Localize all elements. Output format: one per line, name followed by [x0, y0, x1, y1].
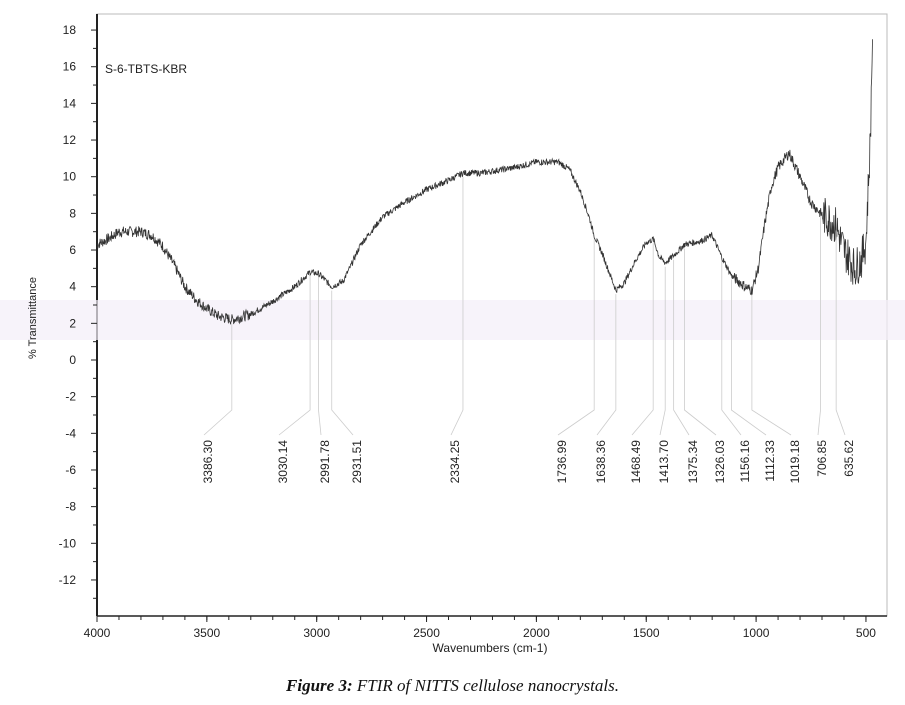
y-tick-label: 16	[63, 60, 77, 74]
peak-label: 706.85	[815, 440, 829, 477]
peak-label: 2931.51	[350, 440, 364, 484]
caption-text: FTIR of NITTS cellulose nanocrystals.	[352, 676, 619, 695]
peak-leader-line	[835, 230, 846, 436]
y-tick-label: 14	[63, 96, 77, 110]
peak-label: 1156.16	[738, 440, 752, 483]
peak-leader-line	[557, 239, 595, 436]
peak-label: 1326.03	[713, 440, 727, 484]
peak-leader-line	[751, 294, 792, 436]
peak-leader-line	[721, 261, 742, 436]
sample-label: S-6-TBTS-KBR	[105, 62, 187, 76]
x-tick-label: 3000	[303, 626, 330, 640]
peak-label: 1112.33	[763, 440, 777, 482]
peak-leader-line	[203, 323, 233, 436]
x-tick-label: 1500	[633, 626, 660, 640]
caption-label: Figure 3:	[286, 676, 353, 695]
figure-caption: Figure 3: FTIR of NITTS cellulose nanocr…	[0, 676, 905, 696]
peak-leader-line	[596, 294, 617, 436]
spectrum-line	[96, 39, 873, 325]
ftir-chart: 18 16 14 12 10 8 6 4 2 0 -2 -4 -6 -8 -10 -12 4000 3500 300…	[0, 13, 905, 655]
peak-leader-line	[631, 243, 654, 436]
peak-label: 1413.70	[657, 440, 671, 484]
peak-label: 2991.78	[318, 440, 332, 484]
peak-leader-line	[331, 290, 354, 436]
y-tick-label: 0	[69, 353, 76, 367]
y-tick-label: -4	[65, 426, 76, 440]
peak-leader-line	[673, 259, 690, 436]
peak-label: 3386.30	[201, 440, 215, 484]
scan-band	[0, 300, 905, 340]
y-tick-label: -12	[59, 573, 77, 587]
peak-label: 1638.36	[594, 440, 608, 484]
peak-label: 635.62	[842, 440, 856, 477]
y-tick-label: 8	[69, 206, 76, 220]
x-axis-label: Wavenumbers (cm-1)	[433, 641, 548, 655]
peak-label: 1019.18	[788, 440, 802, 484]
y-tick-label: -10	[59, 536, 77, 550]
peak-leader-line	[318, 277, 322, 436]
peak-leader-line	[659, 266, 666, 436]
peak-label: 1375.34	[686, 440, 700, 484]
peak-label: 2334.25	[448, 440, 462, 484]
x-tick-label: 3500	[193, 626, 220, 640]
x-tick-label: 500	[856, 626, 876, 640]
peak-label: 3030.14	[276, 440, 290, 484]
peak-leader-line	[817, 217, 821, 436]
peak-leader-line	[731, 279, 767, 436]
y-tick-label: 10	[63, 170, 77, 184]
peak-leader-line	[684, 248, 717, 436]
y-tick-label: 2	[69, 316, 76, 330]
peak-label: 1736.99	[555, 440, 569, 484]
x-tick-label: 2000	[523, 626, 550, 640]
peak-label: 1468.49	[629, 440, 643, 484]
y-tick-label: 6	[69, 243, 76, 257]
x-tick-label: 1000	[743, 626, 770, 640]
x-tick-label: 2500	[413, 626, 440, 640]
peak-leader-line	[450, 177, 464, 436]
y-axis-label: % Transmittance	[27, 277, 39, 359]
y-tick-label: 4	[69, 280, 76, 294]
y-tick-label: 12	[63, 133, 77, 147]
y-tick-label: 18	[63, 23, 77, 37]
peak-leader-line	[278, 276, 311, 436]
y-tick-label: -2	[65, 390, 76, 404]
y-tick-label: -8	[65, 500, 76, 514]
x-tick-label: 4000	[84, 626, 111, 640]
y-tick-label: -6	[65, 463, 76, 477]
